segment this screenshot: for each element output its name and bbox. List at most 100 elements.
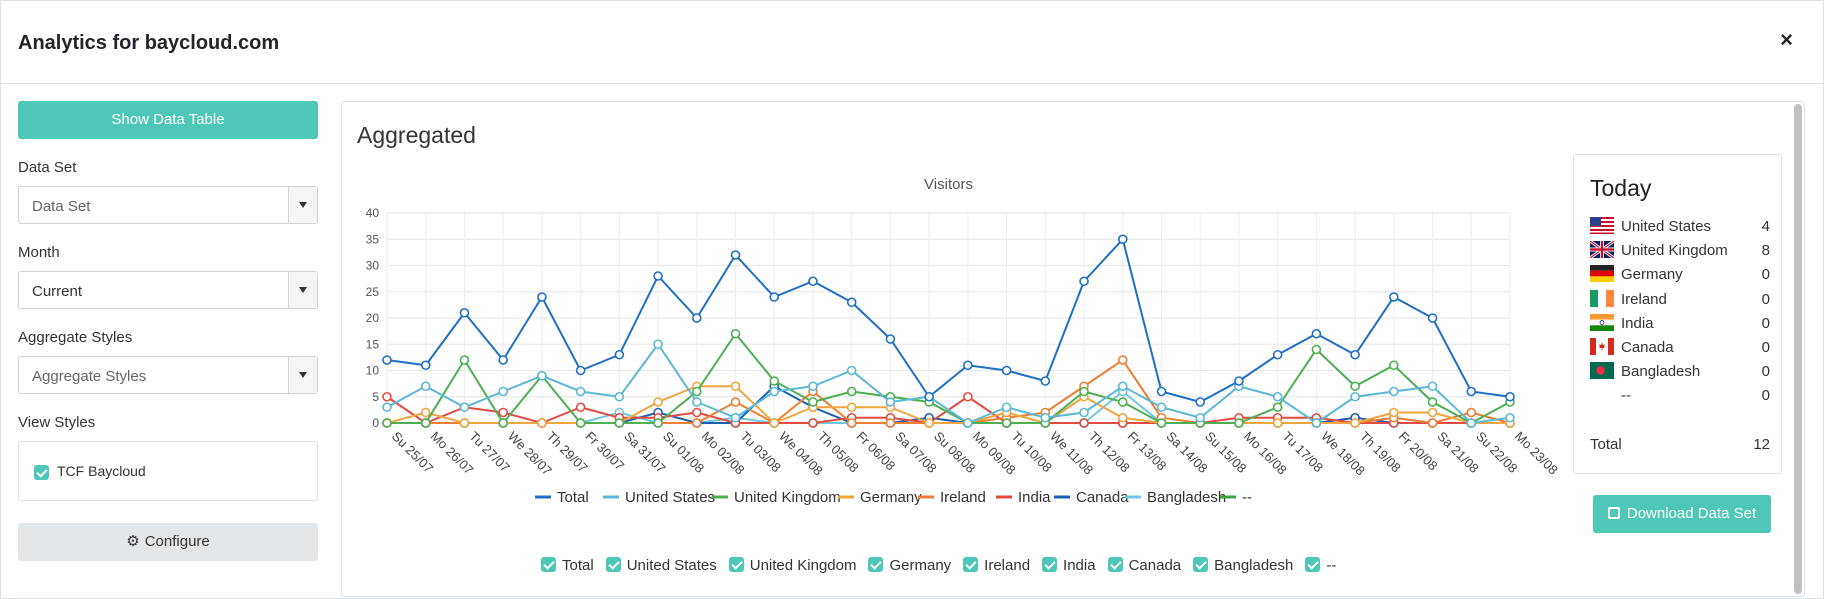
bd-flag-icon <box>1590 362 1614 380</box>
today-count: 0 <box>1761 363 1770 381</box>
checkbox-checked-icon[interactable] <box>1305 557 1321 572</box>
checkbox-checked-icon[interactable] <box>605 557 621 572</box>
series-toggle[interactable]: Canada <box>1107 557 1181 574</box>
caret-down-icon <box>299 202 307 208</box>
series-toggle-checkboxes: Total United States United Kingdom Germany I… <box>541 557 1348 574</box>
data-point <box>1156 386 1167 397</box>
series-toggle[interactable]: United States <box>605 557 717 574</box>
data-point <box>808 418 818 428</box>
aggregate-styles-dropdown-toggle[interactable] <box>288 357 317 393</box>
configure-button[interactable]: ⚙ Configure <box>18 523 318 561</box>
data-point <box>846 402 857 413</box>
data-point <box>769 376 780 386</box>
series-line <box>387 332 1511 425</box>
series-toggle-label: United Kingdom <box>749 557 857 574</box>
month-select[interactable]: Current <box>18 271 318 309</box>
data-point <box>420 381 431 392</box>
data-point <box>1389 386 1399 397</box>
uk-flag-icon <box>1589 239 1615 260</box>
series-toggle-label: Germany <box>889 557 952 574</box>
series-toggle[interactable]: -- <box>1305 557 1336 574</box>
data-point <box>769 418 780 428</box>
data-point <box>459 307 470 318</box>
month-value: Current <box>32 283 83 300</box>
checkbox-checked-icon[interactable] <box>728 557 744 572</box>
y-tick-label: 40 <box>366 206 380 220</box>
today-country: United Kingdom <box>1621 242 1728 260</box>
checkbox-checked-icon[interactable] <box>1107 557 1123 572</box>
data-point <box>653 397 663 407</box>
series-toggle[interactable]: United Kingdom <box>728 557 857 574</box>
y-tick-label: 20 <box>366 311 380 325</box>
data-point <box>769 386 780 397</box>
series-toggle[interactable]: Total <box>541 557 594 574</box>
no-flag <box>1590 386 1614 403</box>
aggregate-styles-select[interactable]: Aggregate Styles <box>18 356 318 394</box>
series-toggle[interactable]: Germany <box>868 557 951 574</box>
view-style-tcf-baycloud[interactable]: TCF Baycloud <box>34 463 146 480</box>
data-point <box>537 370 547 381</box>
data-point <box>1079 276 1089 287</box>
month-label: Month <box>18 244 60 261</box>
series-toggle[interactable]: Bangladesh <box>1193 557 1293 574</box>
data-point <box>846 365 857 376</box>
legend-label: Total <box>557 489 589 506</box>
data-set-select[interactable]: Data Set <box>18 186 318 224</box>
aggregate-styles-label: Aggregate Styles <box>18 329 133 346</box>
aggregated-panel: Aggregated Visitors 0 5 10 15 20 25 30 35 40 Su 25… <box>341 101 1805 597</box>
data-point <box>420 360 431 371</box>
data-point <box>1079 418 1089 428</box>
show-data-table-button[interactable]: Show Data Table <box>18 101 318 139</box>
series-toggle[interactable]: India <box>1042 557 1096 574</box>
data-point <box>846 386 857 397</box>
today-country: -- <box>1621 387 1631 405</box>
panel-scrollbar[interactable] <box>1794 104 1802 594</box>
checkbox-checked-icon[interactable] <box>1193 557 1209 572</box>
series-toggle-label: Ireland <box>984 557 1031 574</box>
checkbox-checked-icon[interactable] <box>868 557 884 572</box>
checkbox-checked-icon[interactable] <box>541 557 556 572</box>
view-style-label: TCF Baycloud <box>57 463 146 479</box>
data-point <box>1156 402 1167 413</box>
legend-label: United States <box>625 489 715 506</box>
data-point <box>575 365 586 376</box>
caret-down-icon <box>299 372 307 378</box>
data-point <box>1195 397 1206 407</box>
caret-down-icon <box>299 287 307 293</box>
data-point <box>1350 418 1360 428</box>
today-count: 8 <box>1761 242 1770 260</box>
x-tick-label: Su 22/08 <box>1473 429 1520 476</box>
checkbox-checked-icon[interactable] <box>34 464 49 480</box>
today-country: India <box>1621 314 1654 332</box>
close-icon[interactable]: × <box>1780 27 1793 52</box>
download-label: Download Data Set <box>1626 505 1757 522</box>
legend-label: India <box>1018 489 1051 506</box>
data-point <box>498 418 508 428</box>
x-tick-label: Su 25/07 <box>389 429 436 476</box>
data-set-dropdown-toggle[interactable] <box>288 187 317 223</box>
month-dropdown-toggle[interactable] <box>288 272 317 308</box>
x-tick-label: Fr 20/08 <box>1396 429 1441 474</box>
today-row: Germany 0 <box>1590 264 1770 284</box>
checkbox-checked-icon[interactable] <box>1042 557 1058 572</box>
today-count: 0 <box>1761 387 1770 405</box>
data-point <box>382 391 392 402</box>
series-toggle[interactable]: Ireland <box>963 557 1030 574</box>
data-point <box>885 418 896 428</box>
data-point <box>963 391 973 402</box>
checkbox-checked-icon[interactable] <box>963 557 979 572</box>
y-tick-label: 25 <box>366 285 380 299</box>
data-point <box>769 292 780 302</box>
data-point <box>1272 418 1283 428</box>
ie-flag-icon <box>1590 289 1614 307</box>
series-toggle-label: India <box>1063 557 1096 574</box>
data-point <box>1272 349 1283 360</box>
configure-label: Configure <box>144 533 210 550</box>
data-point <box>846 297 857 308</box>
download-data-set-button[interactable]: Download Data Set <box>1593 495 1771 533</box>
data-point <box>498 407 508 418</box>
data-point <box>537 292 547 302</box>
today-count: 0 <box>1761 266 1770 284</box>
y-tick-label: 10 <box>366 364 380 378</box>
